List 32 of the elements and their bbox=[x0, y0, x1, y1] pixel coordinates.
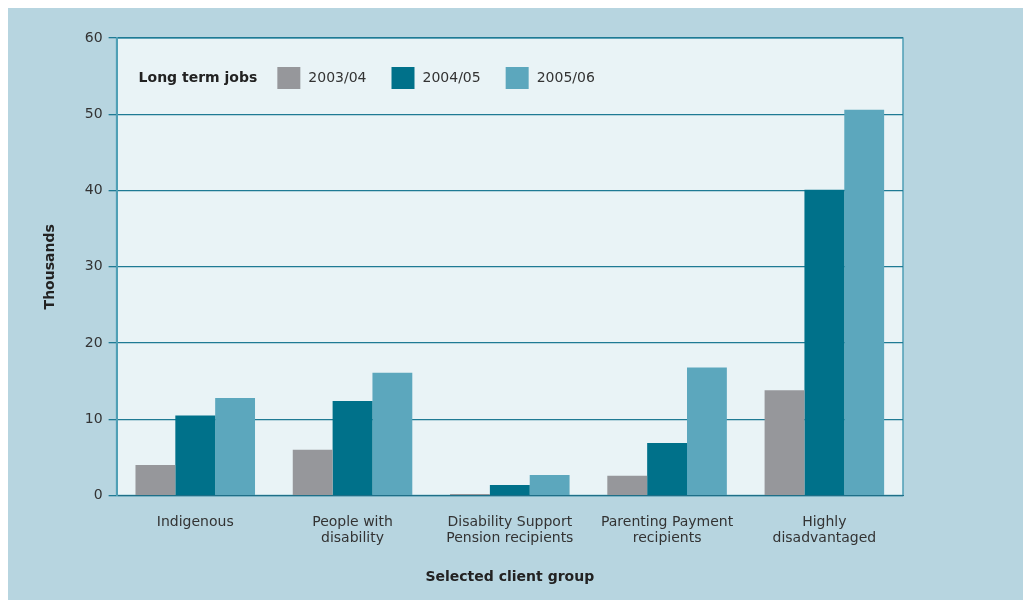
y-tick-label: 0 bbox=[93, 486, 103, 503]
bar bbox=[804, 189, 845, 495]
bar bbox=[215, 397, 256, 495]
y-tick-label: 60 bbox=[84, 28, 103, 45]
bar bbox=[372, 372, 413, 495]
legend-label: 2003/04 bbox=[308, 68, 367, 85]
legend-title: Long term jobs bbox=[138, 68, 258, 85]
bar bbox=[607, 475, 648, 495]
x-tick-label: Indigenous bbox=[156, 512, 234, 529]
bar bbox=[764, 390, 805, 495]
y-tick-label: 20 bbox=[84, 333, 103, 350]
bar bbox=[844, 109, 885, 495]
legend-label: 2004/05 bbox=[422, 68, 481, 85]
bar bbox=[175, 415, 216, 495]
x-tick-label: Parenting Payment recipients bbox=[600, 512, 734, 546]
legend-label: 2005/06 bbox=[536, 68, 595, 85]
x-tick-label: Disability Support Pension recipients bbox=[446, 512, 574, 546]
bar bbox=[529, 475, 570, 495]
bar bbox=[647, 442, 688, 495]
y-axis-title: Thousands bbox=[41, 224, 58, 310]
y-tick-label: 50 bbox=[84, 104, 103, 121]
bar bbox=[687, 367, 727, 495]
bar bbox=[489, 484, 530, 495]
x-tick-label: People with disability bbox=[312, 512, 393, 546]
y-tick-label: 30 bbox=[84, 257, 103, 274]
y-tick-label: 10 bbox=[84, 409, 103, 426]
bar bbox=[292, 449, 333, 495]
x-tick-label: Highly disadvantaged bbox=[772, 512, 877, 546]
x-axis-title: Selected client group bbox=[425, 568, 595, 585]
bar bbox=[332, 401, 373, 495]
bar bbox=[135, 465, 176, 495]
y-tick-label: 40 bbox=[84, 181, 103, 198]
